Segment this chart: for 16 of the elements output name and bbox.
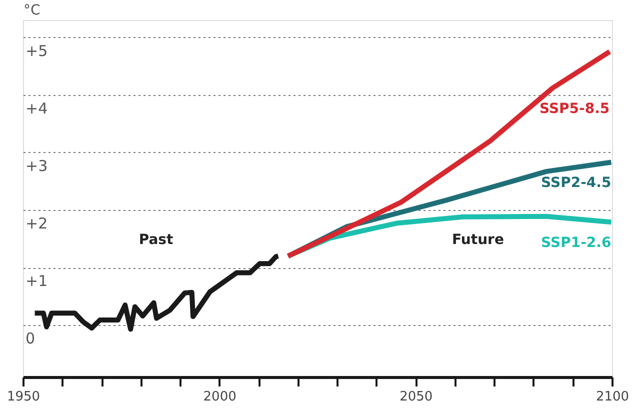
x-tick-label: 2100 bbox=[596, 390, 630, 404]
x-tick-label: 1950 bbox=[6, 390, 40, 404]
y-axis-title: °C bbox=[24, 2, 40, 18]
annotation: Future bbox=[452, 232, 504, 248]
y-tick-label: +1 bbox=[26, 272, 48, 290]
x-tick-label: 2050 bbox=[400, 390, 433, 404]
series-label: SSP1-2.6 bbox=[541, 235, 612, 252]
series-label: SSP2-4.5 bbox=[541, 175, 612, 192]
x-tick-label: 2000 bbox=[203, 390, 236, 404]
y-tick-label: 0 bbox=[26, 330, 36, 348]
y-tick-label: +2 bbox=[26, 214, 48, 233]
series-label: SSP5-8.5 bbox=[539, 100, 610, 117]
y-tick-label: +3 bbox=[26, 156, 48, 175]
y-tick-label: +5 bbox=[26, 42, 48, 60]
y-tick-label: +4 bbox=[26, 99, 48, 118]
annotation: Past bbox=[138, 232, 174, 248]
